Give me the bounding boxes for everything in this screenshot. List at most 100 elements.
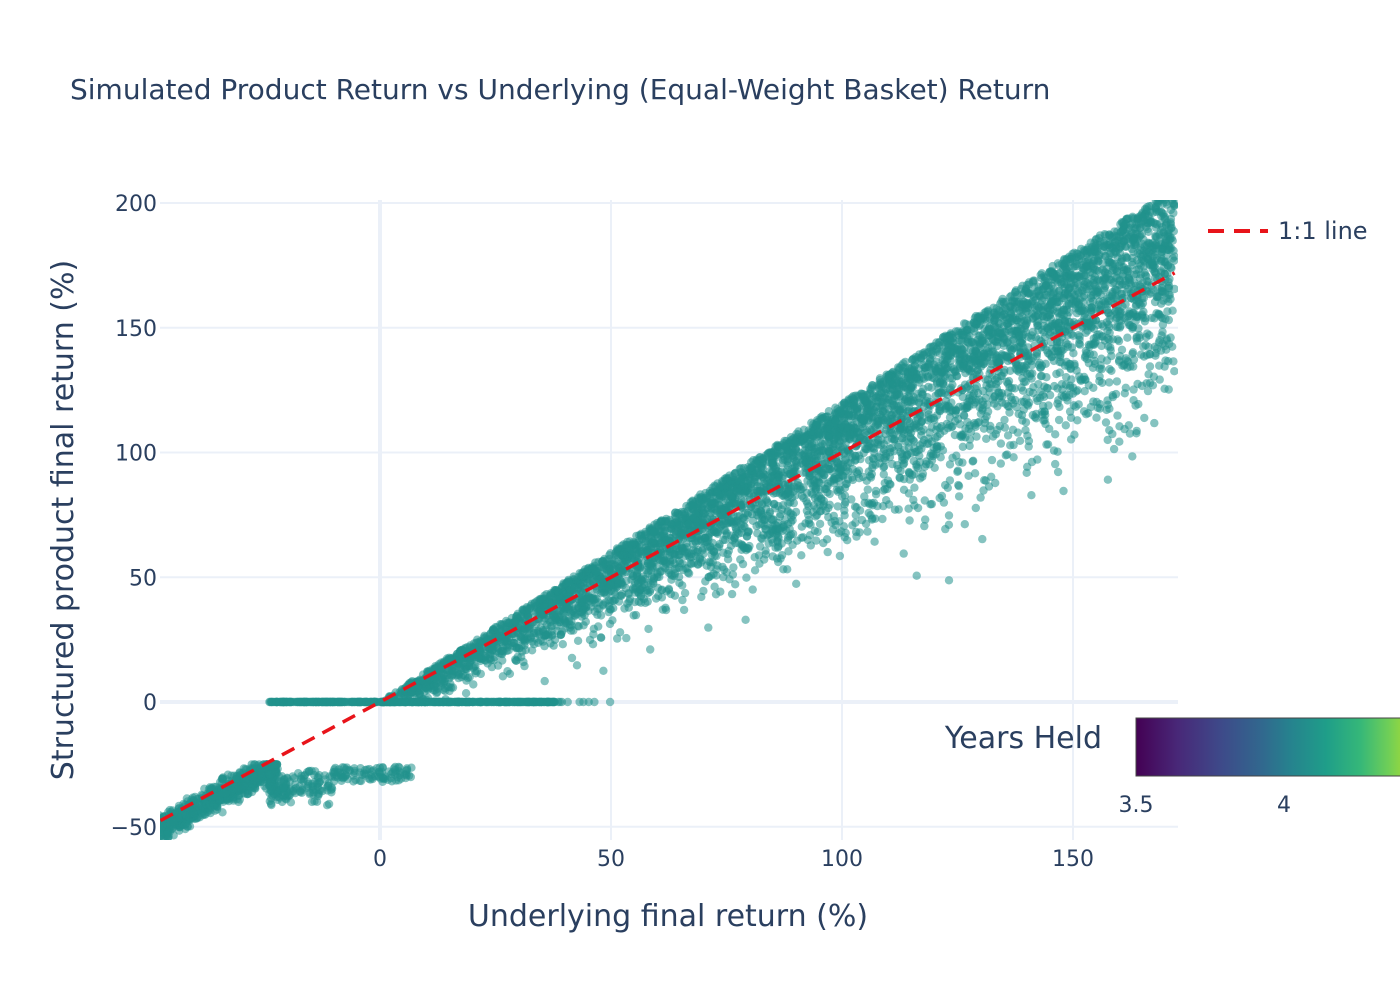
- scatter-point: [227, 786, 236, 795]
- scatter-point: [996, 459, 1005, 468]
- scatter-point: [1059, 486, 1068, 496]
- scatter-point: [954, 492, 964, 501]
- scatter-point: [987, 455, 997, 465]
- scatter-point: [563, 697, 572, 707]
- scatter-point: [407, 763, 416, 772]
- scatter-point: [389, 764, 399, 773]
- scatter-point: [450, 697, 459, 707]
- scatter-point: [646, 645, 655, 654]
- scatter-point: [1103, 475, 1113, 484]
- scatter-point: [205, 800, 214, 810]
- scatter-point: [235, 768, 244, 777]
- scatter-point: [1113, 411, 1122, 420]
- scatter-point: [160, 823, 166, 832]
- scatter-point: [356, 697, 365, 707]
- scatter-point: [1061, 421, 1071, 430]
- scatter-point: [358, 770, 367, 779]
- scatter-point: [658, 605, 667, 614]
- scatter-point: [190, 792, 200, 802]
- scatter-point: [971, 503, 980, 513]
- scatter-point: [513, 697, 522, 707]
- scatter-point: [575, 697, 584, 707]
- scatter-point: [297, 771, 306, 781]
- scatter-point: [441, 695, 450, 704]
- scatter-point: [1160, 384, 1169, 393]
- scatter-point: [554, 697, 563, 707]
- scatter-point: [525, 697, 534, 707]
- scatter-point: [1067, 343, 1077, 352]
- scatter-point: [311, 767, 320, 776]
- scatter-point: [1166, 200, 1169, 201]
- scatter-point: [271, 697, 280, 707]
- scatter-point: [218, 775, 228, 784]
- scatter-point: [899, 485, 909, 494]
- scatter-point: [265, 788, 274, 798]
- scatter-point: [286, 798, 296, 807]
- scatter-point: [1104, 342, 1113, 351]
- scatter-point: [905, 516, 914, 525]
- grid: [160, 200, 1178, 840]
- scatter-point: [899, 549, 908, 558]
- scatter-point: [500, 697, 509, 707]
- scatter-point: [362, 697, 371, 707]
- scatter-point: [954, 480, 963, 490]
- scatter-point: [727, 589, 737, 599]
- scatter-point: [350, 764, 359, 773]
- scatter-point: [679, 605, 689, 615]
- scatter-point: [1112, 377, 1122, 386]
- scatter-point: [163, 828, 172, 837]
- scatter-point: [572, 661, 582, 670]
- scatter-point: [316, 786, 325, 795]
- scatter-point: [704, 623, 713, 632]
- scatter-point: [644, 624, 653, 634]
- scatter-point: [279, 775, 289, 785]
- scatter-point: [823, 547, 832, 557]
- scatter-point: [291, 780, 300, 789]
- scatter-point: [1164, 190, 1172, 198]
- scatter-point: [393, 773, 402, 782]
- scatter-point: [469, 697, 479, 707]
- scatter-point: [168, 823, 177, 832]
- scatter-point: [835, 551, 845, 561]
- scatter-point: [850, 502, 860, 511]
- scatter-point: [1155, 361, 1164, 370]
- chart-title: Simulated Product Return vs Underlying (…: [70, 73, 1050, 106]
- scatter-point: [920, 496, 929, 505]
- scatter-point: [964, 471, 973, 480]
- scatter-point: [191, 798, 200, 808]
- scatter-point: [870, 537, 879, 546]
- scatter-point: [160, 811, 164, 820]
- scatter-point: [347, 697, 357, 707]
- scatter-point: [1123, 333, 1132, 342]
- scatter-point: [400, 770, 409, 779]
- scatter-point: [475, 697, 484, 707]
- scatter-point: [309, 788, 318, 797]
- scatter-point: [349, 777, 358, 786]
- scatter-point: [851, 510, 860, 520]
- scatter-point: [305, 766, 314, 776]
- scatter-point: [1092, 413, 1101, 422]
- scatter-point: [605, 697, 615, 707]
- scatter-point: [863, 527, 872, 536]
- scatter-point: [206, 808, 215, 818]
- scatter-point: [944, 576, 954, 585]
- scatter-point: [387, 777, 397, 786]
- scatter-point: [188, 808, 198, 818]
- scatter-point: [323, 801, 332, 810]
- scatter-point: [485, 697, 494, 707]
- scatter-point: [228, 792, 238, 802]
- scatter-point: [349, 771, 358, 780]
- scatter-point: [296, 787, 305, 797]
- scatter-point: [729, 563, 738, 572]
- scatter-point: [272, 793, 281, 802]
- scatter-point: [1080, 387, 1089, 396]
- scatter-point: [314, 778, 323, 788]
- scatter-point: [198, 808, 207, 818]
- scatter-point: [339, 697, 349, 707]
- scatter-point: [266, 799, 276, 808]
- scatter-point: [941, 524, 950, 534]
- scatter-point: [334, 697, 343, 707]
- scatter-point: [333, 768, 342, 777]
- scatter-point: [894, 505, 903, 514]
